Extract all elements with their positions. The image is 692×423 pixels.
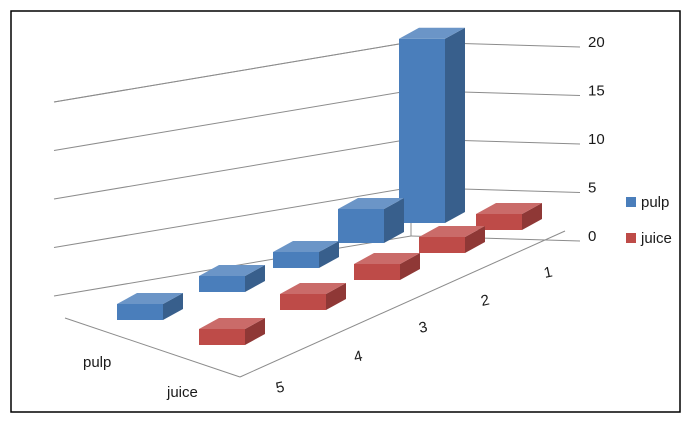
floor-front-edge xyxy=(64,317,241,378)
bar-front-face xyxy=(199,329,245,345)
bar-side-face xyxy=(245,265,265,292)
bar-juice-3 xyxy=(354,253,420,280)
y-tick-label: 5 xyxy=(588,180,596,197)
bar-pulp-2 xyxy=(338,198,404,243)
legend-swatch-pulp xyxy=(626,197,636,207)
y-tick-label: 20 xyxy=(588,34,605,51)
category-label-3: 3 xyxy=(417,319,429,337)
bar-side-face xyxy=(245,318,265,345)
bar-side-face xyxy=(384,198,404,243)
bar-side-face xyxy=(465,226,485,253)
bar-front-face xyxy=(280,294,326,310)
bar-top-face xyxy=(199,318,265,329)
bars xyxy=(117,27,542,345)
bar-side-face xyxy=(522,203,542,230)
bar-front-face xyxy=(399,38,445,224)
legend-label-pulp: pulp xyxy=(641,194,669,211)
bar-side-face xyxy=(163,293,183,320)
bar-side-face xyxy=(400,253,420,280)
bar-juice-5 xyxy=(199,318,265,345)
category-label-5: 5 xyxy=(274,379,286,397)
floor xyxy=(64,230,566,378)
y-tick-label: 0 xyxy=(588,228,596,245)
bar-top-face xyxy=(117,293,183,304)
bar-top-face xyxy=(419,226,485,237)
bar-front-face xyxy=(338,209,384,243)
bar-juice-1 xyxy=(476,203,542,230)
gridline xyxy=(53,90,412,151)
legend: pulp juice xyxy=(626,194,672,247)
gridline xyxy=(53,187,412,248)
category-label-2: 2 xyxy=(479,292,491,310)
gridline xyxy=(53,41,412,103)
y-tick-label: 15 xyxy=(588,83,605,100)
bar-top-face xyxy=(199,265,265,276)
y-axis-ticks: 0 5 10 15 20 xyxy=(588,34,605,245)
bar-top-face xyxy=(476,203,542,214)
category-axis-labels: 1 2 3 4 5 xyxy=(274,264,554,397)
category-label-1: 1 xyxy=(542,264,554,282)
bar-top-face xyxy=(280,283,346,294)
bar-front-face xyxy=(419,237,465,253)
bar-juice-2 xyxy=(419,226,485,253)
bar-top-face xyxy=(399,27,465,39)
bar-front-face xyxy=(273,252,319,268)
bar-pulp-4 xyxy=(199,265,265,292)
bar-front-face xyxy=(117,304,163,320)
y-tick-label: 10 xyxy=(588,131,605,148)
bar-front-face xyxy=(476,214,522,230)
bar-juice-4 xyxy=(280,283,346,310)
bar-top-face xyxy=(338,198,404,210)
legend-swatch-juice xyxy=(626,233,636,243)
floor-right-edge xyxy=(239,230,566,378)
bar-side-face xyxy=(445,27,465,224)
bar-pulp-3 xyxy=(273,241,339,268)
bar-side-face xyxy=(319,241,339,268)
bar-front-face xyxy=(199,276,245,292)
bar-pulp-1 xyxy=(399,27,465,224)
bar-pulp-5 xyxy=(117,293,183,320)
z-label-pulp: pulp xyxy=(83,354,111,371)
bar-side-face xyxy=(326,283,346,310)
z-label-juice: juice xyxy=(166,384,198,401)
bar-top-face xyxy=(273,241,339,252)
gridline xyxy=(53,138,412,200)
category-label-4: 4 xyxy=(352,348,364,366)
legend-label-juice: juice xyxy=(640,230,672,247)
bar-top-face xyxy=(354,253,420,264)
bar-front-face xyxy=(354,264,400,280)
z-axis-labels: pulp juice xyxy=(83,354,198,401)
